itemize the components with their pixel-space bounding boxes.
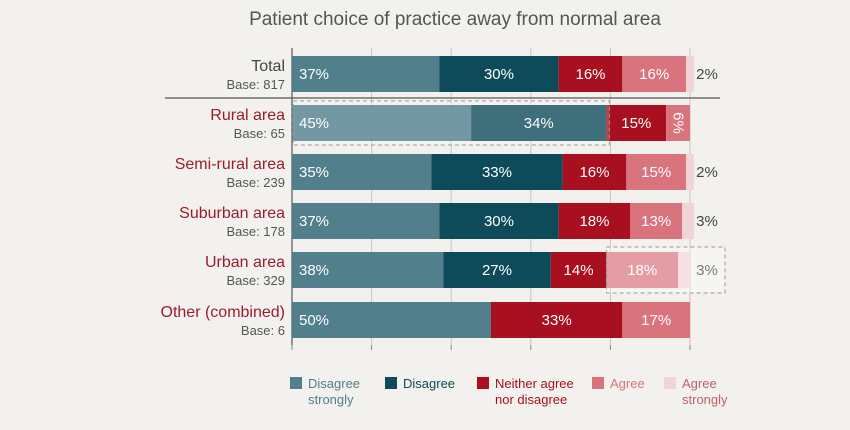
bar-segment-disagree [443, 252, 551, 288]
data-label: 3% [696, 262, 718, 279]
bar-row-urban-area: Urban area Base: 329 38% 27% 14% 18% 3% [205, 246, 726, 294]
bar-segment-disagree-strongly [292, 252, 444, 288]
legend-item-disagree: Disagree [385, 376, 455, 391]
data-label: 16% [639, 66, 669, 83]
category-label: Semi-rural area [175, 156, 285, 173]
bar-segment-disagree-strongly [292, 105, 472, 141]
legend-label: Disagree [403, 376, 455, 391]
legend-swatch [385, 377, 397, 389]
bar-segment-disagree-strongly [292, 56, 440, 92]
bar-row-total: Total Base: 817 37% 30% 16% 16% 2% [226, 56, 718, 92]
bar-segment-disagree [471, 105, 607, 141]
bar-segment-neither-agree-nor-disagree [558, 56, 623, 92]
data-label: 30% [484, 66, 514, 83]
highlight-box [292, 100, 610, 146]
category-label: Other (combined) [161, 304, 286, 321]
data-label: 3% [696, 213, 718, 230]
bar-segment-neither-agree-nor-disagree [491, 302, 623, 338]
data-label: 33% [542, 312, 572, 329]
data-label: 2% [696, 66, 718, 83]
bar-segment-disagree [439, 203, 559, 239]
legend-swatch [664, 377, 676, 389]
chart-title: Patient choice of practice away from nor… [249, 9, 661, 30]
data-label: 2% [696, 164, 718, 181]
data-label: 15% [641, 164, 671, 181]
data-label: 18% [579, 213, 609, 230]
category-label: Suburban area [179, 205, 285, 222]
data-label: 17% [641, 312, 671, 329]
data-label: 35% [299, 164, 329, 181]
data-label: 6% [670, 112, 687, 134]
base-label: Base: 817 [226, 77, 285, 92]
bar-segment-agree-strongly [682, 203, 694, 239]
bar-segment-disagree [431, 154, 563, 190]
legend-swatch [290, 377, 302, 389]
data-label: 14% [564, 262, 594, 279]
category-label: Total [251, 58, 285, 75]
bar-segment-agree-strongly [678, 252, 690, 288]
bar-row-rural-area: Rural area Base: 65 45% 34% 15% 6% [210, 100, 690, 146]
bar-segment-neither-agree-nor-disagree [606, 105, 667, 141]
data-label: 37% [299, 213, 329, 230]
highlight-box [605, 246, 726, 294]
base-label: Base: 65 [234, 126, 285, 141]
bar-segment-agree [626, 154, 687, 190]
bar-row-other-combined: Other (combined) Base: 6 50% 33% 17% [161, 302, 690, 338]
data-label: 34% [524, 115, 554, 132]
bar-row-semi-rural-area: Semi-rural area Base: 239 35% 33% 16% 15% 2% [175, 154, 718, 190]
bar-row-suburban-area: Suburban area Base: 178 37% 30% 18% 13% 3% [179, 203, 718, 239]
bar-segment-agree [666, 105, 690, 141]
data-label: 16% [575, 66, 605, 83]
bar-segment-disagree [439, 56, 559, 92]
bar-segment-agree [630, 203, 683, 239]
base-label: Base: 178 [226, 224, 285, 239]
bar-segment-disagree-strongly [292, 154, 432, 190]
bar-segment-neither-agree-nor-disagree [550, 252, 607, 288]
bar-segment-agree [606, 252, 679, 288]
data-label: 37% [299, 66, 329, 83]
data-label: 45% [299, 115, 329, 132]
bar-segment-agree [622, 302, 690, 338]
data-label: 38% [299, 262, 329, 279]
legend-label: nor disagree [495, 392, 567, 407]
data-label: 13% [641, 213, 671, 230]
bar-segment-neither-agree-nor-disagree [558, 203, 631, 239]
legend-label: strongly [308, 392, 354, 407]
data-label: 27% [482, 262, 512, 279]
legend-label: Agree [682, 376, 717, 391]
base-label: Base: 329 [226, 273, 285, 288]
data-label: 50% [299, 312, 329, 329]
base-label: Base: 6 [241, 323, 285, 338]
bar-segment-agree [622, 56, 687, 92]
data-label: 33% [482, 164, 512, 181]
legend-label: strongly [682, 392, 728, 407]
legend-label: Neither agree [495, 376, 574, 391]
bar-segment-agree-strongly [686, 56, 694, 92]
bar-segment-agree-strongly [686, 154, 694, 190]
data-label: 15% [621, 115, 651, 132]
legend-swatch [592, 377, 604, 389]
bar-segment-neither-agree-nor-disagree [562, 154, 627, 190]
bar-segment-disagree-strongly [292, 302, 491, 338]
bar-segment-disagree-strongly [292, 203, 440, 239]
base-label: Base: 239 [226, 175, 285, 190]
category-label: Urban area [205, 254, 285, 271]
legend-item-agree: Agree [592, 376, 645, 391]
data-label: 18% [627, 262, 657, 279]
data-label: 30% [484, 213, 514, 230]
data-label: 16% [579, 164, 609, 181]
legend-label: Agree [610, 376, 645, 391]
legend-label: Disagree [308, 376, 360, 391]
legend-swatch [477, 377, 489, 389]
category-label: Rural area [210, 107, 285, 124]
